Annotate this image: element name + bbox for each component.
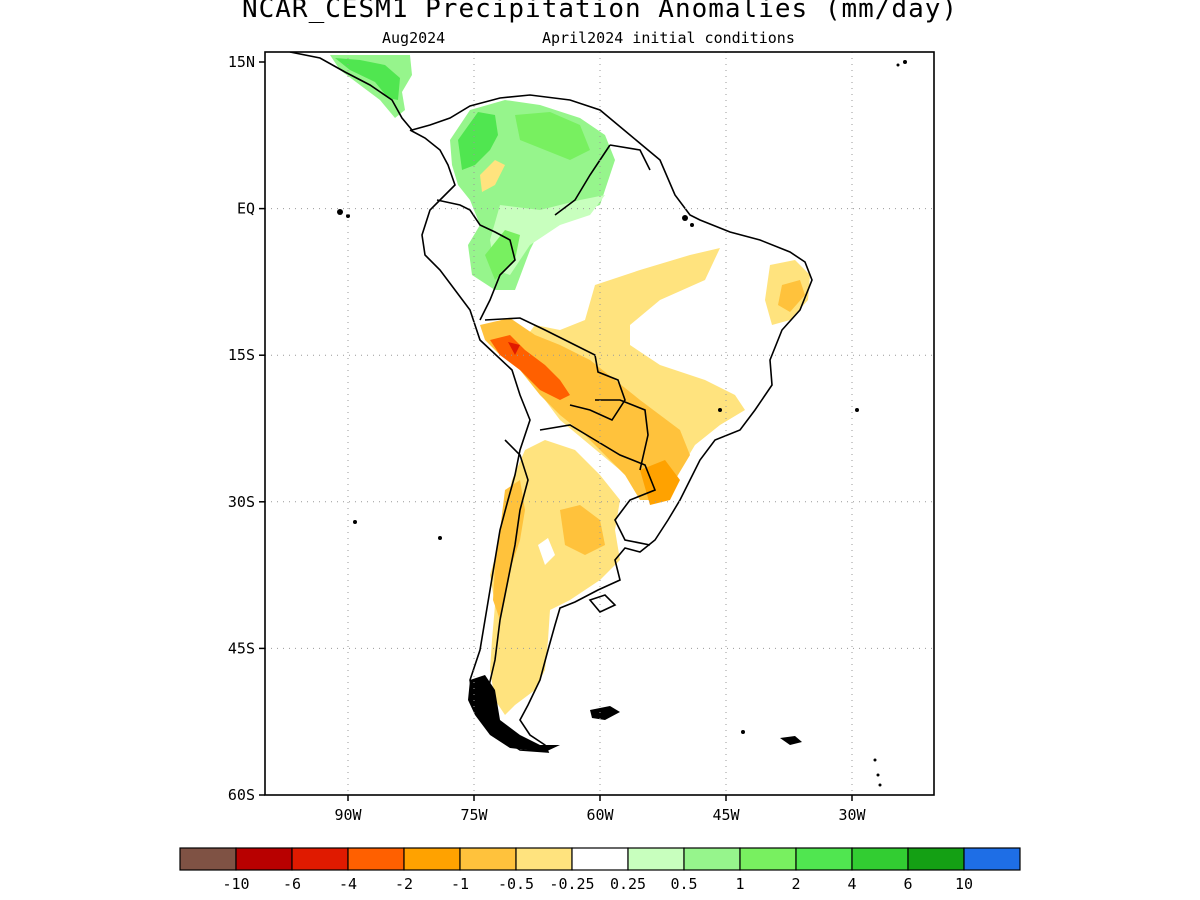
colorbar-label: -1: [451, 875, 469, 893]
colorbar-label: 0.5: [670, 875, 697, 893]
colorbar-swatch: [851, 847, 909, 871]
lon-tick-label: 60W: [586, 806, 614, 824]
anomaly-patagonia-white: [538, 538, 555, 565]
colorbar-label: -0.25: [549, 875, 594, 893]
colorbar-swatch: [291, 847, 349, 871]
lat-tick-label: 15N: [228, 53, 255, 71]
colorbar-swatch: [179, 847, 237, 871]
colorbar-label: -2: [395, 875, 413, 893]
colorbar-swatch: [795, 847, 853, 871]
colorbar-label: 6: [903, 875, 912, 893]
lon-tick-label: 75W: [460, 806, 488, 824]
lat-tick-label: 60S: [228, 786, 255, 804]
initial-conditions: April2024 initial conditions: [542, 29, 795, 47]
map-title: NCAR_CESM1 Precipitation Anomalies (mm/d…: [241, 0, 959, 24]
anomaly-field: [330, 55, 810, 715]
colorbar-swatch: [515, 847, 573, 871]
colorbar-swatch: [403, 847, 461, 871]
colorbar-swatch: [347, 847, 405, 871]
colorbar-swatch: [235, 847, 293, 871]
colorbar-swatch: [739, 847, 797, 871]
colorbar-label: 0.25: [610, 875, 646, 893]
lon-tick-label: 90W: [334, 806, 362, 824]
lat-tick-label: EQ: [237, 200, 255, 218]
coastlines: [289, 52, 813, 753]
anomaly-venezuela-core: [515, 112, 590, 160]
anomaly-chile-andes: [493, 480, 525, 620]
lon-tick-label: 45W: [712, 806, 740, 824]
colorbar-label: -4: [339, 875, 357, 893]
forecast-month: Aug2024: [382, 29, 446, 47]
anomaly-southern-cone: [490, 440, 620, 715]
anomaly-bolivia-core: [490, 335, 570, 400]
islands: [337, 60, 907, 787]
anomaly-northeast-core: [778, 280, 805, 312]
colorbar-swatch: [907, 847, 965, 871]
lat-tick-label: 45S: [228, 639, 255, 657]
anomaly-colombia-dry: [480, 160, 505, 192]
colorbar-label: 1: [735, 875, 744, 893]
colorbar-label: 4: [847, 875, 856, 893]
anomaly-central-america-core: [335, 58, 400, 100]
anomaly-amazon-west: [490, 195, 605, 275]
colorbar-swatch: [683, 847, 741, 871]
colorbar-label: -10: [222, 875, 249, 893]
anomaly-bolivia-max: [508, 342, 520, 355]
lon-tick-label: 30W: [838, 806, 866, 824]
anomaly-colombia-core: [458, 112, 498, 170]
colorbar: -10 -6 -4 -2 -1 -0.5 -0.25 0.25 0.5 1 2 4 6 10: [179, 847, 1021, 893]
colorbar-swatch: [627, 847, 685, 871]
anomaly-argentina-core: [560, 505, 605, 555]
colorbar-label: -6: [283, 875, 301, 893]
axis-ticks: 15N EQ 15S 30S 45S 60S 90W 75W 60W 45W 30W: [228, 53, 867, 824]
colorbar-label: -0.5: [498, 875, 534, 893]
anomaly-south-brazil: [640, 460, 680, 505]
colorbar-label: 2: [791, 875, 800, 893]
colorbar-swatch: [571, 847, 629, 871]
colorbar-swatch: [459, 847, 517, 871]
colorbar-swatch: [963, 847, 1021, 871]
colorbar-label: 10: [955, 875, 973, 893]
lat-tick-label: 15S: [228, 346, 255, 364]
lat-tick-label: 30S: [228, 493, 255, 511]
